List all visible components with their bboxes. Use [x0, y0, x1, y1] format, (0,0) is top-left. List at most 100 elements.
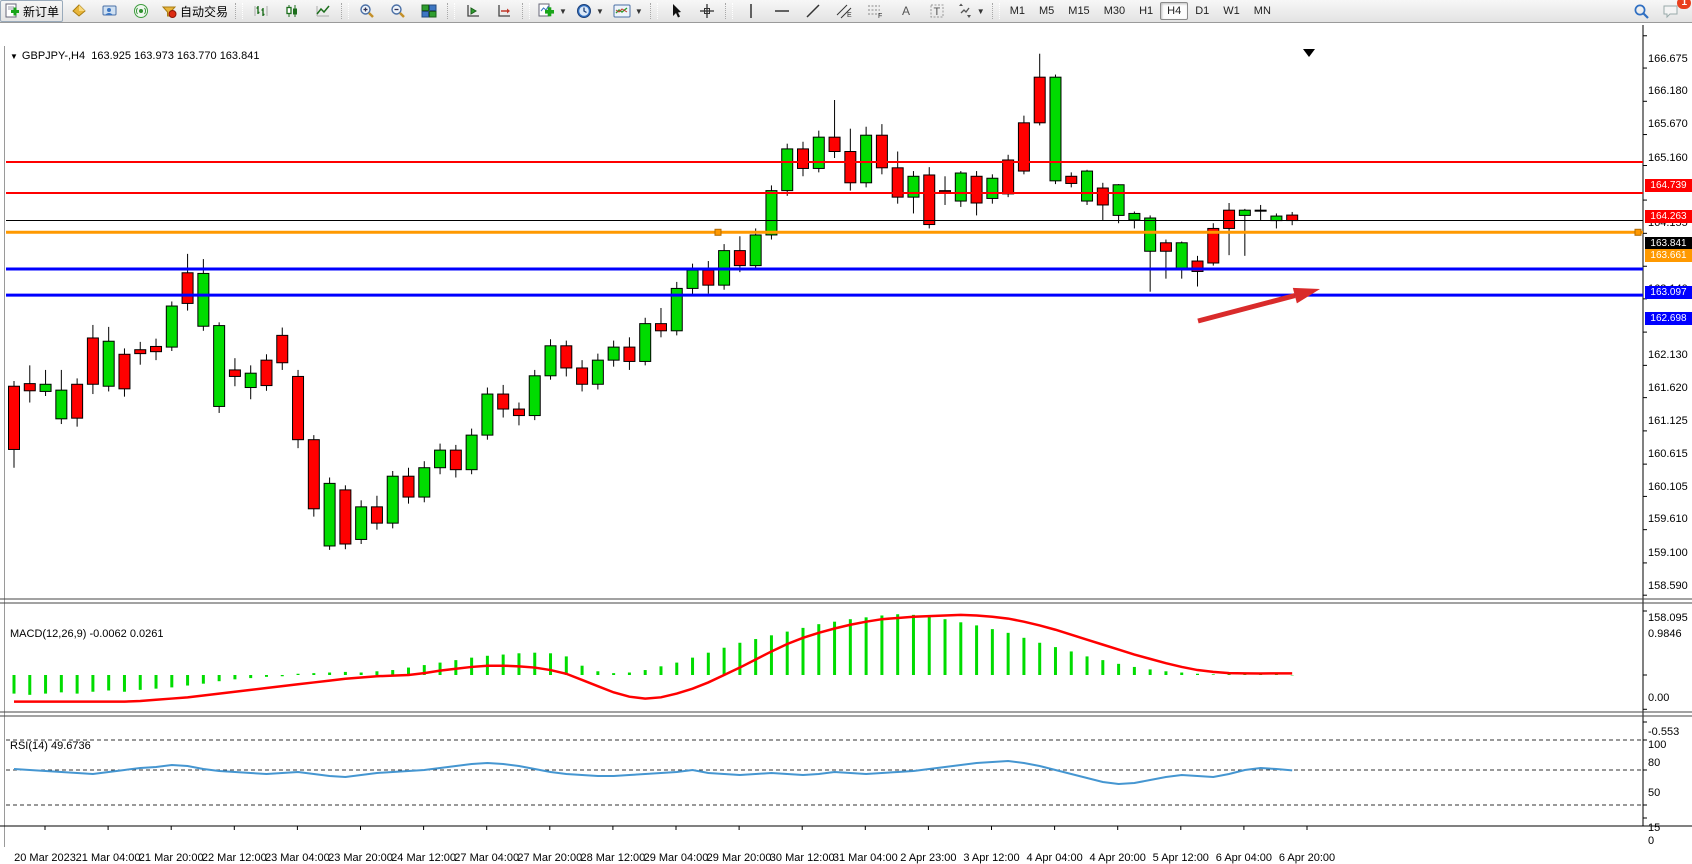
collapse-arrow-icon[interactable]: ▼: [10, 52, 18, 61]
signals-button[interactable]: [126, 0, 156, 22]
bar-chart-icon: [253, 3, 269, 19]
time-tick-label: 20 Mar 2023: [14, 852, 76, 864]
candlestick-chart-button[interactable]: [277, 0, 307, 22]
chart-shift-marker[interactable]: [1303, 49, 1315, 57]
notification-badge: 1: [1677, 0, 1691, 9]
arrows-button[interactable]: ▼: [953, 0, 989, 22]
notifications-button[interactable]: 1: [1656, 0, 1686, 22]
zoom-out-button[interactable]: [383, 0, 413, 22]
timeframe-h4-button[interactable]: H4: [1160, 2, 1188, 20]
timeframe-m5-button[interactable]: M5: [1032, 2, 1061, 20]
svg-text:F: F: [878, 13, 882, 19]
price-tag: 164.739: [1645, 179, 1692, 192]
timeframe-h1-button[interactable]: H1: [1132, 2, 1160, 20]
trendline-button[interactable]: [798, 0, 828, 22]
dropdown-caret-icon: ▼: [596, 7, 604, 16]
chart-canvas[interactable]: [6, 48, 1643, 849]
terminal-icon: [102, 3, 118, 19]
toolbar-separator: [992, 3, 1000, 19]
chart-shift-button[interactable]: [489, 0, 519, 22]
svg-text:A: A: [902, 4, 910, 18]
zoom-in-icon: [359, 3, 375, 19]
chart-window: ▼GBPJPY-,H4 163.925 163.973 163.770 163.…: [0, 23, 1692, 847]
time-tick-label: 27 Mar 04:00: [454, 852, 519, 864]
new-order-button[interactable]: 新订单: [0, 0, 63, 22]
main-toolbar: 新订单 自动交易: [0, 0, 1692, 23]
rsi-indicator-label: RSI(14) 49.6736: [10, 740, 91, 752]
text-label-icon: T: [929, 3, 945, 19]
toolbar-separator: [725, 3, 733, 19]
timeframe-m1-button[interactable]: M1: [1003, 2, 1032, 20]
text-icon: A: [899, 3, 913, 19]
price-tag: 163.097: [1645, 286, 1692, 299]
indicator-tick-label: 0: [1648, 835, 1692, 847]
timeframe-m15-button[interactable]: M15: [1061, 2, 1096, 20]
time-tick-label: 21 Mar 04:00: [76, 852, 141, 864]
toolbar-separator: [650, 3, 658, 19]
tile-windows-button[interactable]: [414, 0, 444, 22]
vertical-line-icon: [744, 3, 758, 19]
toolbar-separator: [341, 3, 349, 19]
auto-scroll-button[interactable]: [458, 0, 488, 22]
line-chart-button[interactable]: [308, 0, 338, 22]
cursor-icon: [668, 3, 684, 19]
time-tick-label: 2 Apr 23:00: [900, 852, 956, 864]
vertical-line-button[interactable]: [736, 0, 766, 22]
window-edge: [4, 46, 5, 847]
timeframe-m30-button[interactable]: M30: [1097, 2, 1132, 20]
horizontal-line-icon: [774, 3, 790, 19]
toolbar-separator: [522, 3, 530, 19]
indicators-icon: [537, 3, 555, 19]
time-tick-label: 22 Mar 12:00: [202, 852, 267, 864]
time-tick-label: 3 Apr 12:00: [963, 852, 1019, 864]
time-tick-label: 21 Mar 20:00: [139, 852, 204, 864]
fibonacci-button[interactable]: F: [860, 0, 890, 22]
indicators-button[interactable]: ▼: [533, 0, 571, 22]
text-label-button[interactable]: T: [922, 0, 952, 22]
time-tick-label: 23 Mar 20:00: [328, 852, 393, 864]
trendline-icon: [805, 3, 821, 19]
timeframe-d1-button[interactable]: D1: [1188, 2, 1216, 20]
horizontal-line-button[interactable]: [767, 0, 797, 22]
dropdown-caret-icon: ▼: [977, 7, 985, 16]
price-tick-label: 161.620: [1648, 382, 1692, 394]
cursor-button[interactable]: [661, 0, 691, 22]
signal-icon: [133, 3, 149, 19]
templates-icon: [613, 3, 631, 19]
indicator-tick-label: 15: [1648, 822, 1692, 834]
periods-button[interactable]: ▼: [572, 0, 608, 22]
price-tick-label: 160.105: [1648, 481, 1692, 493]
new-order-icon: [4, 3, 20, 19]
text-button[interactable]: A: [891, 0, 921, 22]
price-tick-label: 159.610: [1648, 513, 1692, 525]
macd-indicator-label: MACD(12,26,9) -0.0062 0.0261: [10, 628, 163, 640]
search-button[interactable]: [1626, 0, 1656, 22]
price-tick-label: 166.180: [1648, 85, 1692, 97]
market-watch-button[interactable]: [64, 0, 94, 22]
price-tick-label: 161.125: [1648, 415, 1692, 427]
chart-title: ▼GBPJPY-,H4 163.925 163.973 163.770 163.…: [10, 50, 259, 62]
line-chart-icon: [315, 3, 331, 19]
gold-diamond-icon: [71, 3, 87, 19]
fibonacci-icon: F: [866, 3, 884, 19]
zoom-in-button[interactable]: [352, 0, 382, 22]
chart-symbol-period: GBPJPY-,H4: [22, 50, 85, 62]
templates-button[interactable]: ▼: [609, 0, 647, 22]
crosshair-button[interactable]: [692, 0, 722, 22]
terminal-button[interactable]: [95, 0, 125, 22]
equidistant-channel-icon: E: [835, 3, 853, 19]
autotrading-button[interactable]: 自动交易: [157, 0, 232, 22]
indicator-tick-label: 80: [1648, 757, 1692, 769]
timeframe-w1-button[interactable]: W1: [1216, 2, 1247, 20]
bar-chart-button[interactable]: [246, 0, 276, 22]
timeframe-mn-button[interactable]: MN: [1247, 2, 1278, 20]
price-tick-label: 166.675: [1648, 53, 1692, 65]
arrows-icon: [957, 3, 973, 19]
chart-shift-icon: [496, 3, 512, 19]
zoom-out-icon: [390, 3, 406, 19]
clock-icon: [576, 3, 592, 19]
time-tick-label: 23 Mar 04:00: [265, 852, 330, 864]
channel-button[interactable]: E: [829, 0, 859, 22]
toolbar-separator: [447, 3, 455, 19]
